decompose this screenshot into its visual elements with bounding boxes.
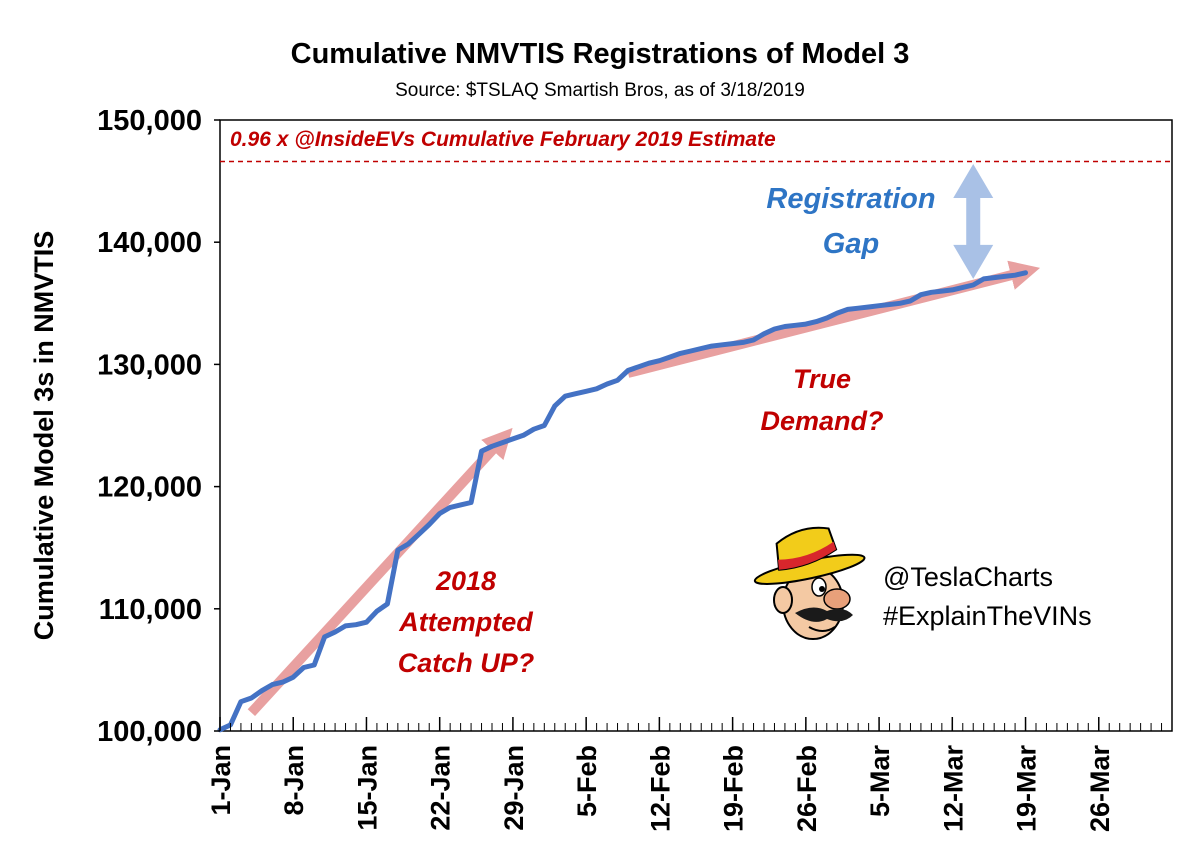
mascot-smile [808,626,836,632]
mascot-hat-band [777,541,837,570]
mascot-pupil [819,586,825,592]
annotation-catch-up: Catch UP? [398,648,535,678]
annotation-registration-gap: Registration [766,183,935,215]
xtick-label: 5-Mar [865,745,895,818]
ytick-label: 140,000 [97,227,202,259]
credit-hashtag: #ExplainTheVINs [883,601,1092,631]
y-axis-title: Cumulative Model 3s in NMVTIS [29,231,59,641]
xtick-label: 26-Mar [1085,745,1115,833]
mascot-mustache [795,607,853,622]
mascot-ear [773,586,793,614]
mascot-image [753,526,866,640]
chart-subtitle: Source: $TSLAQ Smartish Bros, as of 3/18… [395,80,805,101]
xtick-label: 19-Mar [1012,745,1042,833]
xtick-label: 29-Jan [499,745,529,831]
annotation-catch-up: Attempted [398,607,533,637]
chart-title: Cumulative NMVTIS Registrations of Model… [290,38,910,70]
xtick-label: 1-Jan [206,745,236,816]
trend-arrow-1 [247,427,513,717]
xtick-label: 12-Mar [938,745,968,833]
ytick-label: 100,000 [97,716,202,748]
reference-line-label: 0.96 x @InsideEVs Cumulative February 20… [230,128,776,151]
xtick-label: 5-Feb [572,745,602,817]
mascot-nose [823,588,851,610]
annotation-true-demand: True [793,364,851,394]
ytick-label: 150,000 [97,105,202,137]
ytick-label: 130,000 [97,349,202,381]
xtick-label: 12-Feb [645,745,675,832]
credit-handle: @TeslaCharts [883,562,1053,592]
annotation-true-demand: Demand? [760,406,883,436]
annotation-registration-gap: Gap [823,228,879,260]
xtick-label: 22-Jan [426,745,456,831]
ytick-label: 110,000 [99,594,202,626]
series-line-1 [217,270,1028,733]
annotation-catch-up: 2018 [435,566,496,596]
gap-double-arrow [953,163,994,279]
plot-frame [219,119,1173,732]
xtick-label: 15-Jan [352,745,382,831]
xtick-label: 8-Jan [279,745,309,816]
xtick-label: 26-Feb [792,745,822,832]
ytick-label: 120,000 [97,472,202,504]
xtick-label: 19-Feb [719,745,749,832]
